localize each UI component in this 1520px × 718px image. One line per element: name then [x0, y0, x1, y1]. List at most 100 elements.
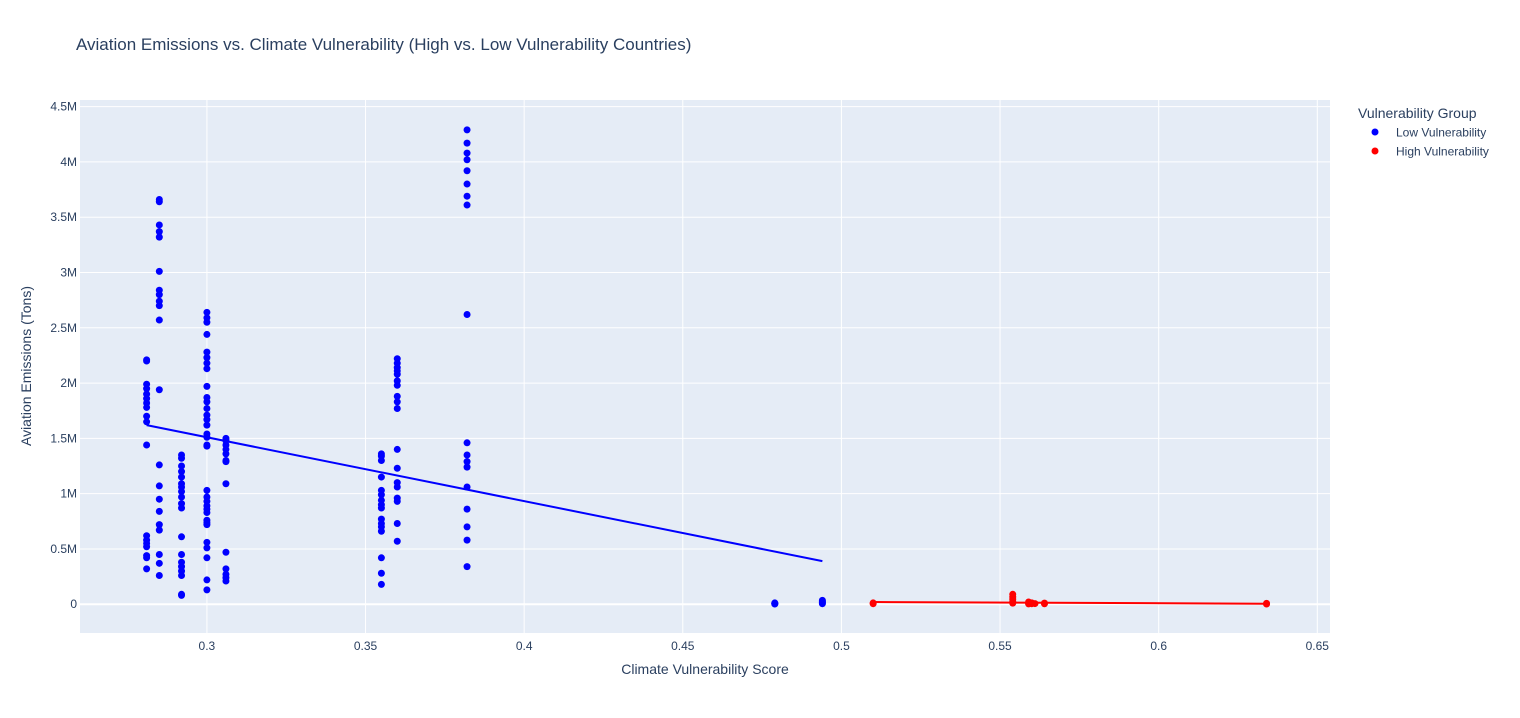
data-point-low[interactable] [463, 126, 471, 134]
data-point-low[interactable] [155, 297, 163, 305]
data-point-low[interactable] [143, 380, 151, 388]
data-point-low[interactable] [203, 393, 211, 401]
data-point-low[interactable] [178, 550, 186, 558]
data-point-low[interactable] [155, 267, 163, 275]
data-point-low[interactable] [178, 500, 186, 508]
data-point-low[interactable] [203, 486, 211, 494]
data-point-low[interactable] [393, 537, 401, 545]
data-point-low[interactable] [155, 521, 163, 529]
data-point-low[interactable] [393, 445, 401, 453]
data-point-low[interactable] [463, 505, 471, 513]
data-point-low[interactable] [377, 496, 385, 504]
data-point-low[interactable] [178, 451, 186, 459]
data-point-low[interactable] [463, 167, 471, 175]
data-point-low[interactable] [393, 392, 401, 400]
data-point-low[interactable] [393, 479, 401, 487]
data-point-low[interactable] [203, 554, 211, 562]
data-point-low[interactable] [203, 330, 211, 338]
data-point-low[interactable] [771, 599, 779, 607]
data-point-low[interactable] [203, 308, 211, 316]
data-point-low[interactable] [155, 495, 163, 503]
data-point-low[interactable] [143, 552, 151, 560]
data-point-low[interactable] [155, 526, 163, 534]
data-point-low[interactable] [155, 461, 163, 469]
data-point-low[interactable] [377, 450, 385, 458]
data-point-low[interactable] [155, 286, 163, 294]
data-point-low[interactable] [178, 590, 186, 598]
data-point-low[interactable] [203, 382, 211, 390]
data-point-low[interactable] [377, 486, 385, 494]
legend-item-low-vulnerability[interactable]: Low Vulnerability [1371, 126, 1487, 140]
legend-item-high-vulnerability[interactable]: High Vulnerability [1371, 145, 1489, 159]
data-point-low[interactable] [222, 480, 230, 488]
data-point-low[interactable] [178, 468, 186, 476]
data-point-low[interactable] [155, 482, 163, 490]
data-point-low[interactable] [178, 558, 186, 566]
data-point-low[interactable] [155, 550, 163, 558]
data-point-low[interactable] [203, 516, 211, 524]
data-point-low[interactable] [155, 559, 163, 567]
data-point-low[interactable] [203, 441, 211, 449]
data-point-low[interactable] [155, 228, 163, 236]
data-point-low[interactable] [143, 390, 151, 398]
data-point-low[interactable] [155, 233, 163, 241]
data-point-low[interactable] [463, 523, 471, 531]
data-point-low[interactable] [155, 196, 163, 204]
data-point-low[interactable] [463, 149, 471, 157]
data-point-low[interactable] [143, 441, 151, 449]
data-point-low[interactable] [463, 156, 471, 164]
data-point-low[interactable] [143, 565, 151, 573]
data-point-low[interactable] [203, 576, 211, 584]
data-point-low[interactable] [203, 493, 211, 501]
data-point-low[interactable] [203, 354, 211, 362]
data-point-low[interactable] [155, 386, 163, 394]
data-point-low[interactable] [393, 377, 401, 385]
data-point-low[interactable] [155, 507, 163, 515]
data-point-low[interactable] [155, 221, 163, 229]
data-point-low[interactable] [393, 520, 401, 528]
data-point-low[interactable] [377, 580, 385, 588]
data-point-low[interactable] [463, 458, 471, 466]
data-point-low[interactable] [377, 554, 385, 562]
data-point-low[interactable] [203, 405, 211, 413]
data-point-low[interactable] [393, 355, 401, 363]
data-point-low[interactable] [222, 565, 230, 573]
data-point-low[interactable] [377, 569, 385, 577]
data-point-low[interactable] [143, 532, 151, 540]
data-point-low[interactable] [203, 348, 211, 356]
data-point-low[interactable] [377, 515, 385, 523]
data-point-low[interactable] [463, 201, 471, 209]
data-point-low[interactable] [203, 359, 211, 367]
data-point-low[interactable] [393, 494, 401, 502]
data-point-low[interactable] [143, 418, 151, 426]
data-point-low[interactable] [393, 405, 401, 413]
data-point-low[interactable] [463, 451, 471, 459]
data-point-low[interactable] [222, 570, 230, 578]
data-point-low[interactable] [377, 473, 385, 481]
data-point-low[interactable] [463, 563, 471, 571]
data-point-low[interactable] [178, 533, 186, 541]
data-point-low[interactable] [143, 356, 151, 364]
data-point-low[interactable] [818, 596, 826, 604]
data-point-low[interactable] [463, 192, 471, 200]
data-point-low[interactable] [203, 421, 211, 429]
data-point-high[interactable] [1009, 590, 1017, 598]
data-point-low[interactable] [463, 463, 471, 471]
data-point-low[interactable] [155, 316, 163, 324]
data-point-low[interactable] [222, 456, 230, 464]
data-point-low[interactable] [203, 365, 211, 373]
data-point-low[interactable] [463, 439, 471, 447]
data-point-low[interactable] [463, 139, 471, 147]
data-point-low[interactable] [178, 473, 186, 481]
data-point-low[interactable] [463, 536, 471, 544]
data-point-low[interactable] [178, 462, 186, 470]
data-point-low[interactable] [203, 544, 211, 552]
data-point-low[interactable] [222, 548, 230, 556]
data-point-low[interactable] [178, 480, 186, 488]
data-point-low[interactable] [203, 586, 211, 594]
data-point-low[interactable] [203, 430, 211, 438]
data-point-low[interactable] [155, 571, 163, 579]
data-point-low[interactable] [143, 412, 151, 420]
data-point-low[interactable] [178, 493, 186, 501]
data-point-low[interactable] [463, 180, 471, 188]
